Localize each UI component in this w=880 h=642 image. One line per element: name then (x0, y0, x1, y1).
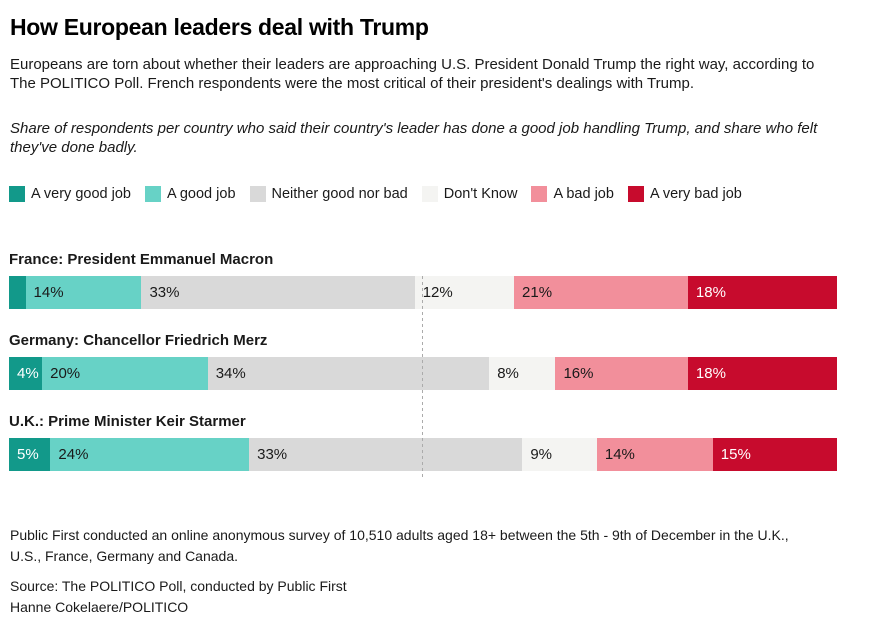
legend-swatch (627, 185, 644, 202)
legend-label: A very good job (31, 185, 131, 202)
segment-label: 34% (215, 364, 246, 382)
bar-segment: 4% (9, 356, 43, 390)
legend-swatch (9, 185, 25, 202)
chart: France: President Emmanuel Macron 14% 33% 1… (9, 251, 837, 478)
segment-label: 14% (33, 283, 64, 301)
legend-label: Don't Know (443, 185, 518, 202)
bar-segment (9, 275, 26, 309)
footer-source: Source: The POLITICO Poll, conducted by … (10, 577, 347, 594)
legend-item: A good job (144, 185, 236, 202)
segment-label: 21% (522, 283, 553, 301)
infographic: How European leaders deal with Trump Eur… (9, 14, 870, 618)
bar-segment: 33% (141, 275, 415, 309)
footer: Public First conducted an online anonymo… (10, 525, 870, 618)
legend-item: A very bad job (627, 185, 742, 202)
footer-methodology: Public First conducted an online anonymo… (10, 526, 789, 564)
legend-label: Neither good nor bad (271, 185, 408, 202)
legend-label: A bad job (553, 185, 614, 202)
chart-note: Share of respondents per country who sai… (10, 119, 818, 157)
stacked-bar: 4% 20% 34% 8% 16% 18% (9, 356, 837, 390)
segment-label: 20% (50, 364, 81, 382)
segment-label: 16% (563, 364, 594, 382)
segment-label: 14% (604, 445, 635, 463)
country-label: France: President Emmanuel Macron (9, 250, 274, 268)
legend-item: A bad job (531, 185, 614, 202)
bar-segment: 15% (712, 437, 837, 471)
segment-label: 18% (695, 364, 726, 382)
bar-segment: 18% (687, 356, 837, 390)
bar-segment: 14% (25, 275, 142, 309)
country-label: Germany: Chancellor Friedrich Merz (9, 331, 268, 349)
segment-label: 9% (530, 445, 553, 463)
legend-item: Don't Know (421, 185, 518, 202)
segment-label: 4% (17, 364, 39, 382)
legend-swatch (421, 185, 438, 202)
bar-segment: 34% (207, 356, 490, 390)
page-title: How European leaders deal with Trump (10, 14, 429, 40)
bar-segment: 9% (522, 437, 597, 471)
legend-swatch (249, 185, 266, 202)
bar-segment: 14% (596, 437, 713, 471)
legend-label: A good job (166, 185, 236, 202)
segment-label: 18% (695, 283, 726, 301)
bar-segment: 16% (555, 356, 688, 390)
segment-label: 24% (58, 445, 89, 463)
legend-item: Neither good nor bad (249, 185, 408, 202)
segment-label: 15% (720, 445, 751, 463)
legend-swatch (531, 185, 548, 202)
country-label: U.K.: Prime Minister Keir Starmer (9, 412, 246, 430)
segment-label: 5% (17, 445, 39, 463)
legend-swatch (144, 185, 161, 202)
intro-text: Europeans are torn about whether their l… (10, 55, 815, 93)
footer-byline: Hanne Cokelaere/POLITICO (10, 598, 189, 615)
legend-item: A very good job (9, 185, 131, 202)
bar-segment: 21% (514, 275, 688, 309)
chart-row: Germany: Chancellor Friedrich Merz 4% 20% 3… (9, 332, 837, 390)
segment-label: 33% (257, 445, 288, 463)
segment-label: 33% (149, 283, 180, 301)
chart-rows: France: President Emmanuel Macron 14% 33% 1… (9, 251, 837, 471)
bar-segment: 33% (249, 437, 523, 471)
segment-label: 12% (422, 283, 453, 301)
stacked-bar: 5% 24% 33% 9% 14% 15% (9, 437, 837, 471)
stacked-bar: 14% 33% 12% 21% 18% (9, 275, 837, 309)
bar-segment: 5% (9, 437, 51, 471)
bar-segment: 8% (489, 356, 556, 390)
segment-label: 8% (497, 364, 519, 382)
bar-segment: 18% (687, 275, 837, 309)
chart-row: U.K.: Prime Minister Keir Starmer 5% 24% 33… (9, 413, 837, 471)
bar-segment: 24% (50, 437, 250, 471)
legend: A very good job A good job Neither good no… (9, 185, 870, 202)
legend-label: A very bad job (649, 185, 742, 202)
bar-segment: 12% (414, 275, 515, 309)
chart-row: France: President Emmanuel Macron 14% 33% 1… (9, 251, 837, 309)
bar-segment: 20% (42, 356, 208, 390)
